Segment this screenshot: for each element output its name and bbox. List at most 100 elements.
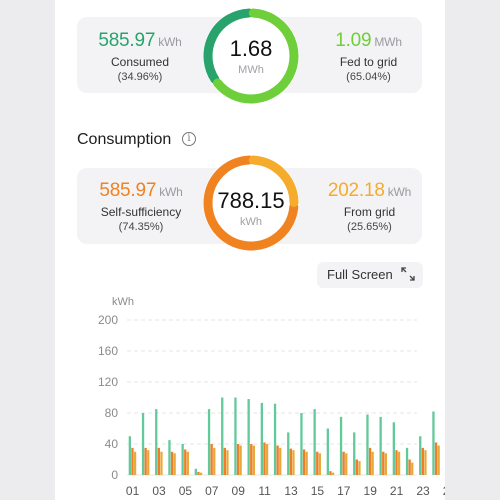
bar[interactable] [199, 472, 203, 475]
bar[interactable] [144, 447, 147, 475]
daily-energy-chart: kWh 0 40 80 120 160 200 01 03 05 07 09 11 13 15 17 19 21 2… [98, 296, 445, 498]
bar[interactable] [305, 451, 308, 475]
consumption-total-unit: kWh [240, 216, 262, 228]
bar[interactable] [133, 451, 137, 475]
y-tick-label: 120 [98, 375, 118, 389]
bar[interactable] [353, 432, 356, 475]
bar[interactable] [331, 472, 335, 475]
bar[interactable] [128, 436, 131, 475]
bar[interactable] [437, 445, 440, 475]
full-screen-label: Full Screen [327, 267, 393, 282]
y-axis-label: kWh [112, 296, 134, 308]
fed-label: Fed to grid [339, 55, 398, 69]
bar[interactable] [181, 444, 184, 475]
bar[interactable] [131, 447, 134, 475]
x-tick-label: 25 [443, 484, 445, 498]
fed-value-row: 1.09 MWh [321, 30, 416, 52]
consumed-label: Consumed [110, 55, 170, 69]
bar[interactable] [424, 450, 427, 475]
bar[interactable] [207, 409, 211, 475]
bar[interactable] [234, 397, 237, 476]
bar[interactable] [379, 416, 382, 475]
fed-unit: MWh [374, 35, 402, 49]
bar[interactable] [250, 444, 253, 475]
bar[interactable] [421, 447, 424, 475]
bar[interactable] [300, 413, 303, 475]
bar[interactable] [170, 451, 174, 475]
bar[interactable] [358, 461, 361, 475]
bar[interactable] [141, 413, 145, 475]
bar[interactable] [213, 447, 216, 475]
bar[interactable] [263, 442, 266, 475]
bar[interactable] [157, 447, 160, 475]
bar[interactable] [168, 440, 171, 475]
x-tick-label: 07 [205, 484, 219, 498]
x-tick-label: 15 [311, 484, 325, 498]
info-icon[interactable]: i [182, 132, 196, 146]
bar[interactable] [355, 459, 358, 476]
consumption-secondary-arc [248, 155, 299, 208]
bar[interactable] [313, 409, 316, 475]
bar[interactable] [147, 450, 150, 475]
x-tick-label: 03 [152, 484, 166, 498]
bar[interactable] [318, 453, 321, 475]
bar[interactable] [226, 450, 229, 475]
bar[interactable] [434, 442, 438, 475]
full-screen-button[interactable]: Full Screen [317, 262, 423, 288]
bar[interactable] [395, 450, 398, 475]
bar[interactable] [289, 448, 292, 475]
y-tick-label: 160 [98, 344, 118, 358]
bar[interactable] [382, 451, 385, 475]
bar[interactable] [392, 422, 395, 475]
bar[interactable] [339, 416, 343, 475]
bar[interactable] [287, 432, 290, 475]
bar[interactable] [236, 444, 240, 475]
bar[interactable] [186, 451, 189, 475]
bar[interactable] [223, 447, 226, 475]
bar[interactable] [329, 471, 332, 475]
bar[interactable] [371, 451, 374, 475]
self-value-row: 585.97 kWh [89, 180, 193, 202]
bar[interactable] [279, 447, 282, 475]
bar[interactable] [194, 468, 197, 475]
bar[interactable] [197, 471, 200, 475]
bar[interactable] [239, 445, 242, 475]
bar[interactable] [155, 409, 158, 475]
bar[interactable] [247, 399, 250, 475]
bar[interactable] [210, 444, 213, 475]
self-value: 585.97 [99, 180, 157, 201]
consumed-pct: (34.96%) [117, 71, 163, 83]
bar[interactable] [292, 450, 295, 475]
bar[interactable] [260, 402, 263, 475]
bar[interactable] [173, 453, 176, 475]
x-tick-label: 13 [284, 484, 298, 498]
fed-value: 1.09 [335, 30, 372, 51]
bar[interactable] [273, 403, 277, 475]
bar[interactable] [342, 451, 345, 475]
bar[interactable] [302, 449, 306, 475]
bar[interactable] [408, 459, 411, 476]
bar[interactable] [419, 436, 422, 475]
bar[interactable] [366, 414, 369, 475]
bar[interactable] [397, 451, 401, 475]
bar[interactable] [326, 428, 329, 476]
bar[interactable] [265, 444, 269, 475]
bar[interactable] [160, 451, 163, 475]
bar[interactable] [368, 447, 372, 475]
grid-unit: kWh [387, 185, 412, 199]
self-unit: kWh [159, 185, 183, 199]
bar[interactable] [316, 451, 319, 475]
bar[interactable] [411, 462, 414, 475]
y-tick-label: 40 [105, 437, 119, 451]
bar[interactable] [252, 445, 255, 475]
consumed-value-row: 585.97 kWh [90, 30, 190, 52]
bar[interactable] [345, 453, 348, 475]
bar[interactable] [405, 447, 409, 475]
bar[interactable] [432, 411, 435, 475]
bar[interactable] [276, 445, 279, 475]
bar[interactable] [384, 453, 387, 475]
bar[interactable] [221, 397, 224, 476]
production-secondary-arc [213, 8, 299, 104]
consumption-title: Consumption [77, 131, 172, 148]
bar[interactable] [184, 449, 187, 475]
